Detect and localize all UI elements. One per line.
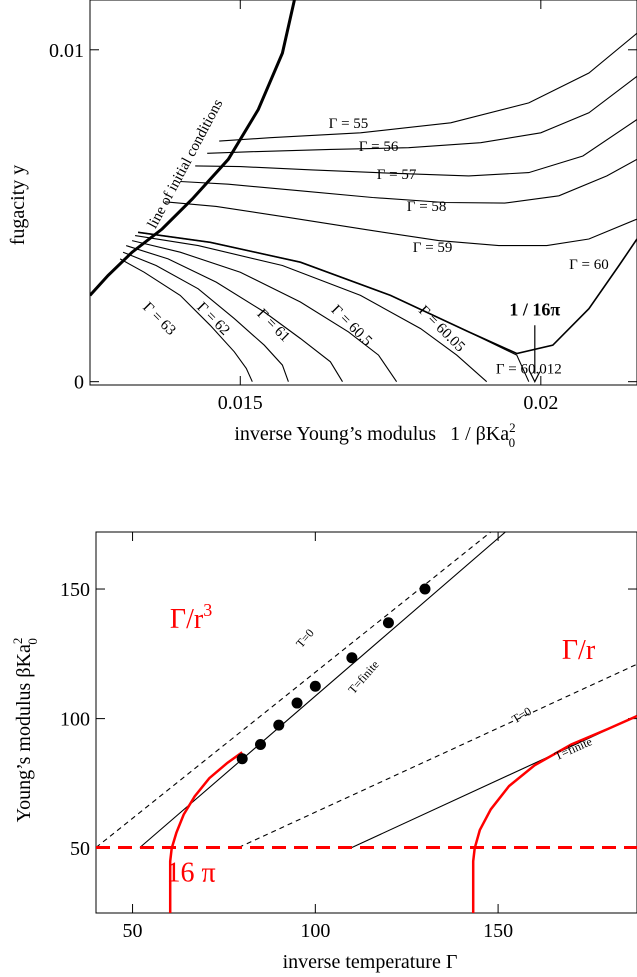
- bottom-y-axis-formula-sub: 0: [25, 638, 40, 645]
- bottom-x-axis-label: inverse temperature Γ: [283, 951, 458, 973]
- flow-line: [180, 158, 637, 204]
- dashed-t0-line: [96, 532, 492, 848]
- flow-line: [125, 245, 343, 382]
- flow-label: Γ = 60.012: [496, 361, 562, 377]
- top-y-axis-label: fugacity y: [7, 165, 29, 246]
- top-x-axis-formula: 1 / βKa: [450, 423, 509, 445]
- bottom-x-tick-label: 100: [300, 920, 330, 942]
- bottom-ticks: 50 100 150 50 100 150: [60, 532, 637, 942]
- top-x-axis-label-text: inverse Young’s modulus: [234, 423, 436, 445]
- flow-label: Γ = 60.05: [415, 303, 468, 356]
- flow-line: [135, 235, 488, 383]
- bottom-x-tick-label: 50: [123, 920, 143, 942]
- flow-label: Γ = 59: [413, 240, 453, 256]
- flow-line: [122, 251, 289, 382]
- bottom-y-tick-label: 150: [60, 579, 90, 601]
- dashed-t0-line: [238, 663, 637, 848]
- top-chart: 0.015 0.02 0 0.01 line of initial condition…: [7, 0, 637, 450]
- bottom-y-tick-label: 50: [70, 838, 90, 860]
- potential-label: Γ/r: [562, 635, 596, 666]
- flow-line: [138, 231, 530, 382]
- arrow-label: 1 / 16π: [509, 299, 560, 319]
- data-point: [309, 680, 321, 692]
- top-curves: [90, 0, 637, 383]
- potential-label-text: Γ/r: [170, 604, 204, 635]
- top-ticks: 0.015 0.02 0 0.01: [49, 0, 637, 414]
- tfinite-line: [139, 532, 506, 848]
- flow-label: Γ = 61: [253, 306, 292, 345]
- line-label: T=finite: [552, 734, 594, 763]
- flow-line: [131, 240, 398, 383]
- flow-label: Γ = 56: [359, 139, 399, 155]
- top-x-tick-label: 0.015: [218, 392, 263, 414]
- potential-label-sup: 3: [203, 600, 212, 620]
- flow-line: [207, 75, 637, 154]
- bottom-chart: 50 100 150 50 100 150 T=0 T=finite T=0 T=finite Γ…: [10, 531, 637, 973]
- data-point: [382, 617, 394, 629]
- data-point: [273, 719, 285, 731]
- bottom-y-tick-label: 100: [60, 709, 90, 731]
- data-point: [254, 739, 266, 751]
- top-x-tick-label: 0.02: [523, 392, 558, 414]
- potential-label-text: Γ/r: [562, 635, 596, 666]
- initial-conditions-line: [90, 0, 296, 297]
- arrow-head: [529, 371, 541, 384]
- flow-label: Γ = 62: [193, 299, 232, 338]
- data-point: [291, 697, 303, 709]
- flow-line: [165, 201, 637, 247]
- top-y-tick-label: 0.01: [49, 40, 84, 62]
- flow-label: Γ = 55: [329, 116, 369, 132]
- top-annotations: line of initial conditions Γ = 55 Γ = 56 Γ …: [139, 97, 609, 384]
- flow-line: [137, 231, 637, 355]
- top-plot-frame: [89, 0, 637, 386]
- line-label: T=0: [293, 626, 317, 650]
- flow-line: [195, 119, 637, 177]
- flow-line: [119, 258, 253, 382]
- flow-label: Γ = 60.5: [328, 302, 375, 349]
- red-boundary-curve: [168, 751, 243, 913]
- flow-label: Γ = 60: [569, 257, 609, 273]
- line-label: T=0: [509, 704, 533, 726]
- sixteen-pi-label: 16 π: [166, 858, 215, 889]
- top-y-tick-label: 0: [74, 372, 84, 394]
- bottom-x-tick-label: 150: [483, 920, 513, 942]
- flow-label: Γ = 63: [139, 299, 178, 338]
- top-x-axis-formula-sup: 2: [509, 420, 516, 435]
- bottom-y-axis-label-text: Young’s modulus βKa: [13, 644, 35, 822]
- top-x-axis-label: inverse Young’s modulus 1 / βKa2 0: [234, 420, 515, 450]
- data-point: [236, 753, 248, 765]
- flow-label: Γ = 57: [377, 167, 417, 183]
- data-point: [346, 652, 358, 664]
- initial-line-label: line of initial conditions: [145, 97, 227, 232]
- bottom-curves: [96, 532, 637, 913]
- top-x-axis-formula-sub: 0: [509, 435, 516, 450]
- red-boundary-curve: [471, 714, 637, 913]
- bottom-plot-frame: [95, 531, 637, 914]
- flow-line: [219, 32, 637, 142]
- potential-label: Γ/r3: [170, 600, 212, 635]
- line-label: T=finite: [345, 658, 381, 697]
- data-point: [419, 583, 431, 595]
- flow-label: Γ = 58: [407, 199, 447, 215]
- bottom-y-axis-formula-sup: 2: [10, 638, 25, 645]
- bottom-y-axis-label: Young’s modulus βKa20: [10, 638, 40, 823]
